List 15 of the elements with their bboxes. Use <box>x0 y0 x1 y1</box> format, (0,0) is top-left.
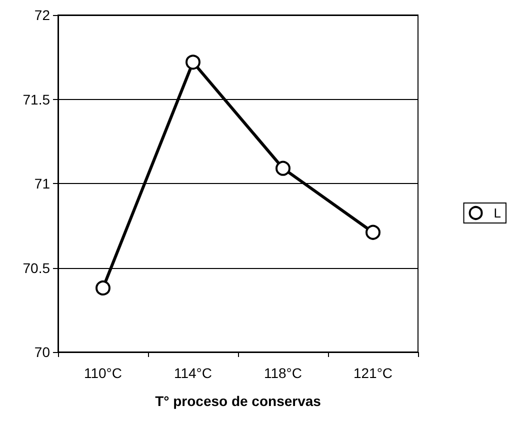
x-tick-label: 118°C <box>264 365 302 381</box>
point <box>96 280 110 296</box>
x-axis-title: T° proceso de conservas <box>155 393 322 409</box>
y-tick-label: 71.5 <box>22 91 50 108</box>
y-tick-label: 70.5 <box>22 260 50 276</box>
legend-label: L <box>494 206 502 220</box>
x-tick-label: 110°C <box>84 365 122 381</box>
x-tick-label: 121°C <box>353 365 393 381</box>
point <box>186 54 200 70</box>
y-tick-label: 72 <box>34 7 50 23</box>
point <box>276 160 290 176</box>
y-tick-label: 70 <box>34 344 50 360</box>
y-tick-label: 71 <box>34 176 50 192</box>
point <box>366 224 380 240</box>
x-tick-label: 114°C <box>174 365 212 381</box>
